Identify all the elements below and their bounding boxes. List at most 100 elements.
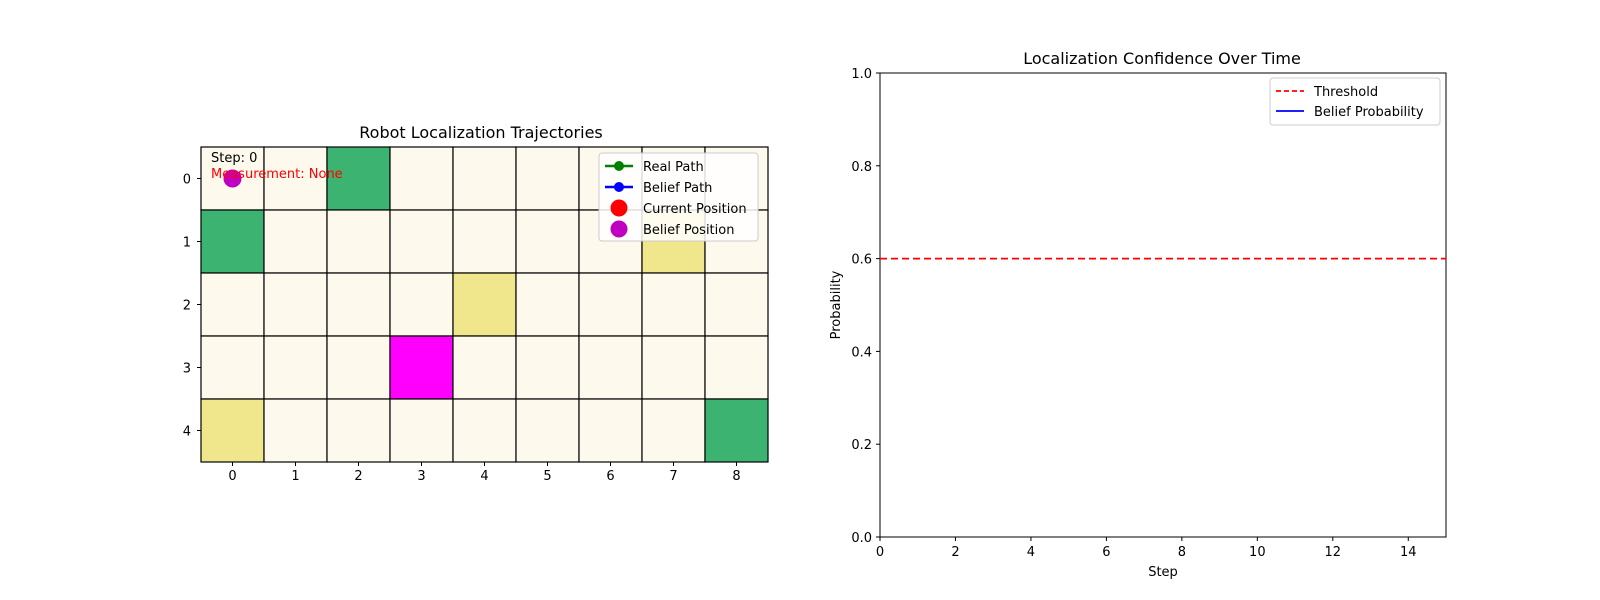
legend-entry-threshold: Threshold	[1276, 85, 1378, 100]
map-title: Robot Localization Trajectories	[359, 123, 603, 142]
map-grid	[200, 146, 769, 463]
map-x-tick-label: 2	[354, 469, 362, 484]
map-y-tick-label: 2	[183, 299, 191, 314]
grid-cell-4-6-empty	[578, 398, 643, 463]
grid-cell-1-2-empty	[326, 209, 391, 274]
grid-cell-4-3-empty	[389, 398, 454, 463]
map-x-tick-label: 1	[291, 469, 299, 484]
map-x-tick-label: 4	[480, 469, 488, 484]
plot-area	[879, 72, 1447, 538]
grid-cell-3-4-empty	[452, 335, 517, 400]
confidence-plot-panel: Localization Confidence Over Time 0 2 4 6 8 1…	[829, 49, 1447, 580]
grid-cell-3-2-empty	[326, 335, 391, 400]
grid-cell-3-5-empty	[515, 335, 580, 400]
y-tick-label: 0.6	[851, 253, 872, 268]
grid-cell-4-7-empty	[641, 398, 706, 463]
x-tick-label: 0	[876, 545, 884, 560]
grid-cell-0-2-green	[326, 146, 391, 211]
grid-cell-2-1-empty	[263, 272, 328, 337]
grid-cell-1-3-empty	[389, 209, 454, 274]
legend-marker	[614, 161, 624, 171]
legend-marker	[610, 220, 628, 238]
grid-cell-2-6-empty	[578, 272, 643, 337]
grid-cell-1-4-empty	[452, 209, 517, 274]
map-x-tick-label: 5	[543, 469, 551, 484]
grid-cell-0-4-empty	[452, 146, 517, 211]
map-x-tick-label: 8	[732, 469, 740, 484]
map-x-tick-label: 6	[606, 469, 614, 484]
y-tick-label: 0.4	[851, 345, 872, 360]
y-tick-label: 1.0	[851, 67, 872, 82]
y-tick-label: 0.0	[851, 531, 872, 546]
grid-cell-1-0-green	[200, 209, 265, 274]
x-tick-label: 6	[1102, 545, 1110, 560]
grid-cell-3-8-empty	[704, 335, 769, 400]
map-y-tick-label: 1	[183, 236, 191, 251]
map-x-tick-label: 7	[669, 469, 677, 484]
y-tick-label: 0.8	[851, 160, 872, 175]
x-tick-label: 2	[951, 545, 959, 560]
x-tick-label: 4	[1027, 545, 1035, 560]
legend-entry-belief-position: Belief Position	[610, 220, 734, 238]
confidence-title: Localization Confidence Over Time	[1023, 49, 1301, 68]
grid-cell-0-5-empty	[515, 146, 580, 211]
step-label: Step: 0	[211, 151, 257, 166]
map-x-tick-label: 3	[417, 469, 425, 484]
grid-cell-0-3-empty	[389, 146, 454, 211]
legend-entry-real-path: Real Path	[605, 160, 704, 175]
map-y-tick-label: 3	[183, 362, 191, 377]
x-tick-label: 10	[1249, 545, 1266, 560]
map-legend-frame	[598, 152, 759, 242]
grid-cell-3-6-empty	[578, 335, 643, 400]
confidence-legend: Threshold Belief Probability	[1269, 77, 1441, 126]
grid-cell-2-0-empty	[200, 272, 265, 337]
map-y-ticks: 0 1 2 3 4	[183, 173, 201, 440]
map-x-tick-label: 0	[228, 469, 236, 484]
grid-cell-4-5-empty	[515, 398, 580, 463]
x-tick-label: 14	[1400, 545, 1417, 560]
grid-cell-4-4-empty	[452, 398, 517, 463]
x-axis-label: Step	[1148, 565, 1178, 580]
grid-cell-3-3-magenta	[389, 335, 454, 400]
legend-label: Belief Probability	[1314, 105, 1424, 120]
grid-cell-4-2-empty	[326, 398, 391, 463]
legend-entry-belief-path: Belief Path	[605, 181, 712, 196]
grid-cell-4-8-green	[704, 398, 769, 463]
map-y-tick-label: 4	[183, 425, 191, 440]
legend-label: Belief Path	[643, 181, 712, 196]
x-tick-label: 8	[1178, 545, 1186, 560]
grid-cell-2-5-empty	[515, 272, 580, 337]
y-tick-label: 0.2	[851, 438, 872, 453]
grid-cell-2-4-yellow	[452, 272, 517, 337]
grid-cell-2-2-empty	[326, 272, 391, 337]
legend-label: Current Position	[643, 202, 747, 217]
map-y-tick-label: 0	[183, 173, 191, 188]
belief-position-marker	[223, 169, 242, 188]
confidence-y-ticks: 0.0 0.2 0.4 0.6 0.8 1.0	[851, 67, 880, 546]
grid-cell-1-1-empty	[263, 209, 328, 274]
confidence-legend-frame	[1269, 77, 1441, 126]
map-x-ticks: 0 1 2 3 4 5 6 7 8	[228, 462, 741, 484]
grid-cell-1-5-empty	[515, 209, 580, 274]
localization-map-panel: Robot Localization Trajectories 0 1 2 3 4 5 6 7…	[183, 123, 769, 484]
x-tick-label: 12	[1325, 545, 1342, 560]
legend-label: Real Path	[643, 160, 704, 175]
grid-cell-2-8-empty	[704, 272, 769, 337]
grid-cell-3-0-empty	[200, 335, 265, 400]
legend-marker	[614, 182, 624, 192]
grid-cell-4-0-yellow	[200, 398, 265, 463]
y-axis-label: Probability	[829, 270, 844, 339]
map-legend: Real Path Belief Path Current Position Beli…	[598, 152, 759, 242]
grid-cell-2-7-empty	[641, 272, 706, 337]
grid-cell-2-3-empty	[389, 272, 454, 337]
grid-cell-0-1-empty	[263, 146, 328, 211]
measurement-label: Measurement: None	[211, 167, 343, 182]
legend-label: Threshold	[1313, 85, 1378, 100]
legend-entry-belief-probability: Belief Probability	[1276, 105, 1424, 120]
grid-cell-3-7-empty	[641, 335, 706, 400]
grid-cell-3-1-empty	[263, 335, 328, 400]
legend-marker	[610, 199, 628, 217]
confidence-x-ticks: 0 2 4 6 8 10 12 14	[876, 537, 1417, 560]
legend-label: Belief Position	[643, 223, 734, 238]
